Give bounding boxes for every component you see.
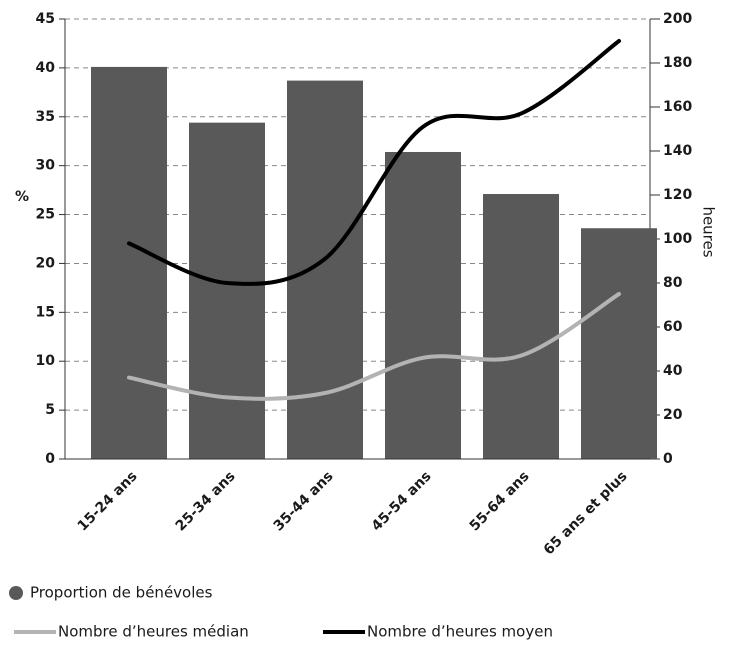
y-tick-label: 0 <box>45 451 55 467</box>
y2-tick-label: 80 <box>663 275 683 291</box>
y-tick-label: 5 <box>45 402 55 418</box>
bar <box>385 151 461 459</box>
legend-swatch <box>9 586 23 600</box>
y2-tick-label: 20 <box>663 407 683 423</box>
bar <box>483 194 559 459</box>
y2-tick-label: 180 <box>663 55 692 71</box>
x-tick-label: 65 ans et plus <box>541 468 631 558</box>
legend-label: Nombre d’heures médian <box>58 623 249 641</box>
line <box>127 39 621 286</box>
y-tick-label: 15 <box>36 304 55 320</box>
x-tick-label: 35-44 ans <box>271 468 337 534</box>
x-tick-label: 25-34 ans <box>173 468 239 534</box>
y-tick-label: 40 <box>36 60 56 76</box>
y2-tick-label: 140 <box>663 143 692 159</box>
y2-axis-label: heures <box>700 206 718 257</box>
y-tick-label: 45 <box>36 11 55 27</box>
bar <box>581 228 657 459</box>
y2-tick-label: 40 <box>663 363 683 379</box>
legend-label: Proportion de bénévoles <box>30 584 213 602</box>
y-tick-label: 10 <box>36 353 56 369</box>
y2-tick-label: 160 <box>663 99 692 115</box>
y2-tick-label: 0 <box>663 451 673 467</box>
y-tick-label: 35 <box>36 109 55 125</box>
bar <box>287 80 363 459</box>
bar <box>91 66 167 460</box>
y2-tick-label: 200 <box>663 11 692 27</box>
y-tick-label: 20 <box>36 255 56 271</box>
y-tick-label: 30 <box>36 158 56 174</box>
x-tick-label: 45-54 ans <box>369 468 435 534</box>
y2-tick-label: 60 <box>663 319 683 335</box>
y-tick-label: 25 <box>36 207 55 223</box>
legend-label: Nombre d’heures moyen <box>367 623 553 641</box>
y-axis-label: % <box>15 189 29 205</box>
y2-tick-label: 120 <box>663 187 692 203</box>
x-tick-label: 55-64 ans <box>467 468 533 534</box>
y2-tick-label: 100 <box>663 231 692 247</box>
line <box>127 292 621 401</box>
bar <box>189 122 265 460</box>
x-tick-label: 15-24 ans <box>75 468 141 534</box>
